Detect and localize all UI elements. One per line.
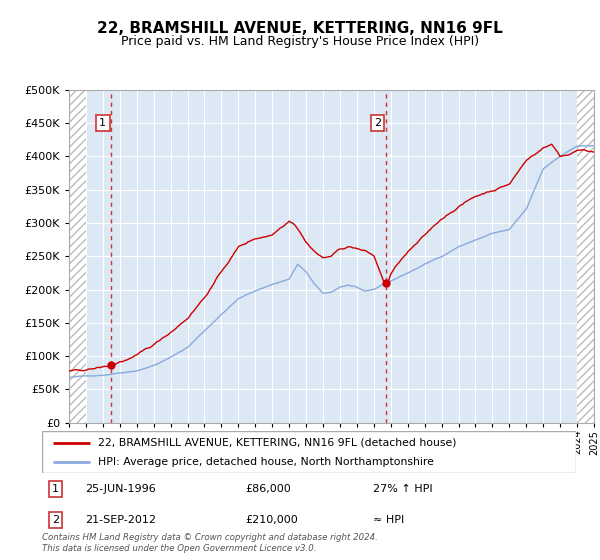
Text: 2: 2 <box>374 118 381 128</box>
Text: 1: 1 <box>99 118 106 128</box>
Text: £210,000: £210,000 <box>245 515 298 525</box>
Text: 21-SEP-2012: 21-SEP-2012 <box>85 515 156 525</box>
Bar <box>577 90 594 423</box>
Text: 27% ↑ HPI: 27% ↑ HPI <box>373 484 433 494</box>
Text: 22, BRAMSHILL AVENUE, KETTERING, NN16 9FL: 22, BRAMSHILL AVENUE, KETTERING, NN16 9F… <box>97 21 503 36</box>
Text: 22, BRAMSHILL AVENUE, KETTERING, NN16 9FL (detached house): 22, BRAMSHILL AVENUE, KETTERING, NN16 9F… <box>98 437 457 447</box>
Text: HPI: Average price, detached house, North Northamptonshire: HPI: Average price, detached house, Nort… <box>98 457 434 467</box>
Text: 2: 2 <box>52 515 59 525</box>
Text: Contains HM Land Registry data © Crown copyright and database right 2024.
This d: Contains HM Land Registry data © Crown c… <box>42 533 378 553</box>
Bar <box>69 90 86 423</box>
Text: £86,000: £86,000 <box>245 484 290 494</box>
Text: 1: 1 <box>52 484 59 494</box>
Text: ≈ HPI: ≈ HPI <box>373 515 404 525</box>
Text: 25-JUN-1996: 25-JUN-1996 <box>85 484 155 494</box>
Text: Price paid vs. HM Land Registry's House Price Index (HPI): Price paid vs. HM Land Registry's House … <box>121 35 479 48</box>
